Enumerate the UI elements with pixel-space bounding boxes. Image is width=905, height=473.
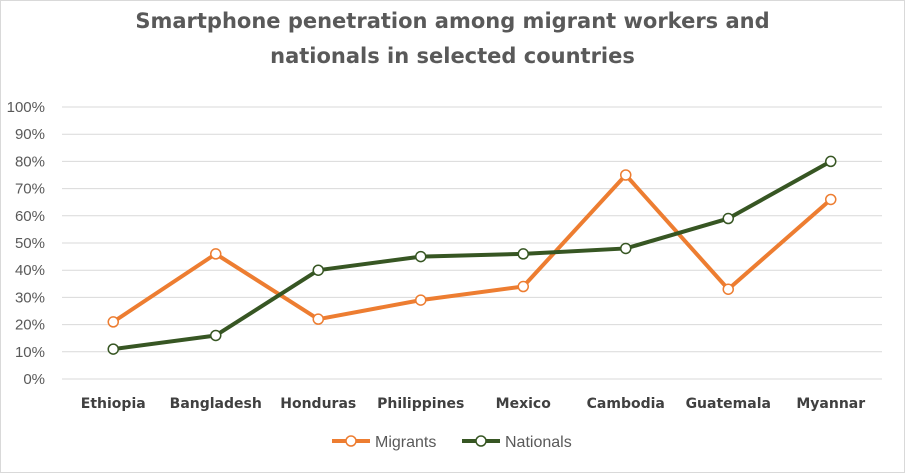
data-point-migrants [825, 193, 837, 206]
data-point-nationals [210, 329, 222, 342]
chart-title-line-2: nationals in selected countries [270, 44, 635, 68]
data-point-migrants [517, 280, 529, 293]
x-axis: Ethiopia Bangladesh Honduras Philippines Mex… [81, 396, 865, 412]
series-line-migrants [111, 173, 833, 324]
data-point-nationals [722, 212, 734, 225]
y-tick-label: 20% [15, 317, 45, 334]
y-tick-label: 60% [15, 208, 45, 225]
data-point-migrants [210, 248, 222, 260]
x-tick-label: Bangladesh [170, 396, 262, 412]
series-line-nationals [111, 159, 833, 352]
y-tick-label: 50% [15, 235, 45, 252]
chart-title-line-1: Smartphone penetration among migrant wor… [135, 9, 770, 33]
data-point-nationals [415, 250, 427, 263]
y-tick-label: 70% [15, 181, 45, 198]
data-point-nationals [312, 264, 324, 276]
y-tick-label: 80% [15, 153, 45, 170]
legend-label-nationals: Nationals [505, 434, 572, 451]
data-point-nationals [620, 242, 632, 255]
legend-label-migrants: Migrants [375, 434, 436, 451]
data-point-nationals [825, 155, 837, 168]
x-tick-label: Cambodia [587, 396, 665, 412]
data-point-nationals [107, 343, 119, 355]
x-tick-label: Honduras [280, 396, 356, 412]
y-tick-label: 0% [23, 371, 45, 388]
y-tick-label: 40% [15, 262, 45, 279]
data-point-migrants [312, 313, 324, 325]
y-tick-label: 90% [15, 126, 45, 143]
data-point-migrants [722, 283, 734, 295]
legend: Migrants Nationals [332, 434, 572, 451]
series-points [107, 155, 837, 355]
x-tick-label: Philippines [377, 396, 464, 412]
y-tick-label: 100% [7, 99, 45, 116]
y-tick-label: 30% [15, 289, 45, 306]
x-tick-label: Myannar [796, 396, 865, 412]
x-tick-label: Ethiopia [81, 396, 146, 412]
data-point-migrants [620, 169, 632, 181]
legend-marker-migrants [345, 435, 357, 447]
series-lines [111, 159, 833, 352]
x-tick-label: Guatemala [686, 396, 771, 412]
y-tick-label: 10% [15, 344, 45, 361]
data-point-migrants [415, 294, 427, 306]
x-tick-label: Mexico [496, 396, 552, 412]
grid-lines [62, 106, 882, 380]
legend-marker-nationals [475, 435, 487, 447]
data-point-migrants [107, 316, 119, 328]
data-point-nationals [517, 248, 529, 260]
y-axis: 0% 10% 20% 30% 40% 50% 60% 70% 80% 90% 100% [7, 99, 45, 388]
